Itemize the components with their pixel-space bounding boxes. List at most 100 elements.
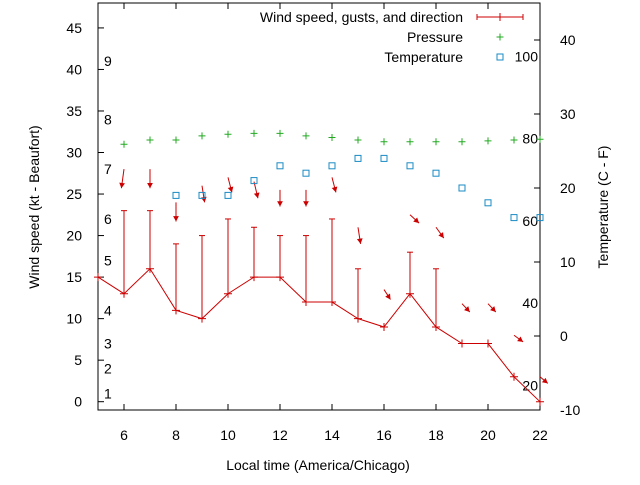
y-right-tick-label: 20 bbox=[560, 180, 576, 196]
beaufort-label: 8 bbox=[104, 111, 112, 127]
fahrenheit-label: 80 bbox=[522, 131, 538, 147]
temperature-point bbox=[536, 214, 544, 222]
x-tick-label: 10 bbox=[220, 427, 236, 443]
x-axis-label: Local time (America/Chicago) bbox=[226, 457, 410, 473]
pressure-point bbox=[536, 135, 544, 143]
x-tick-label: 8 bbox=[172, 427, 180, 443]
y-right-tick-label: 0 bbox=[560, 328, 568, 344]
pressure-point bbox=[276, 129, 284, 137]
y-right-tick-label: -10 bbox=[560, 402, 580, 418]
wind-direction-arrowhead bbox=[277, 201, 283, 207]
x-tick-label: 22 bbox=[532, 427, 548, 443]
x-tick-label: 16 bbox=[376, 427, 392, 443]
y-left-tick-label: 5 bbox=[74, 352, 82, 368]
plot-frame bbox=[97, 2, 541, 411]
y-left-tick-label: 45 bbox=[66, 20, 82, 36]
pressure-point bbox=[354, 136, 362, 144]
y-right-tick-label: 10 bbox=[560, 254, 576, 270]
pressure-point bbox=[432, 138, 440, 146]
wind-speed-point bbox=[510, 372, 518, 381]
wind-direction-arrowhead bbox=[147, 182, 153, 189]
wind-direction-arrowhead bbox=[173, 216, 179, 222]
pressure-point bbox=[198, 132, 206, 140]
fahrenheit-label: 20 bbox=[522, 377, 538, 393]
wind-direction-arrowhead bbox=[490, 306, 496, 312]
wind-direction-arrowhead bbox=[253, 192, 260, 199]
y-right-tick-label: 30 bbox=[560, 106, 576, 122]
pressure-point bbox=[302, 132, 310, 140]
y-left-tick-label: 10 bbox=[66, 311, 82, 327]
fahrenheit-label: 40 bbox=[522, 295, 538, 311]
temperature-point bbox=[510, 214, 518, 222]
wind-direction-arrowhead bbox=[438, 232, 444, 239]
wind-speed-point bbox=[484, 339, 492, 348]
fahrenheit-label: 100 bbox=[515, 48, 539, 64]
temperature-point bbox=[198, 191, 206, 199]
beaufort-label: 5 bbox=[104, 252, 112, 268]
temperature-point bbox=[328, 162, 336, 170]
pressure-point bbox=[328, 134, 336, 142]
x-tick-label: 14 bbox=[324, 427, 340, 443]
pressure-point bbox=[406, 138, 414, 146]
legend-label: Wind speed, gusts, and direction bbox=[260, 9, 463, 25]
x-tick-label: 12 bbox=[272, 427, 288, 443]
y-left-tick-label: 30 bbox=[66, 145, 82, 161]
temperature-point bbox=[406, 162, 414, 170]
y-left-tick-label: 20 bbox=[66, 228, 82, 244]
temperature-point bbox=[172, 191, 180, 199]
wind-direction-arrowhead bbox=[541, 377, 548, 384]
wind-direction-arrowhead bbox=[227, 186, 234, 193]
wind-direction-arrowhead bbox=[385, 293, 391, 300]
x-tick-label: 6 bbox=[120, 427, 128, 443]
beaufort-label: 3 bbox=[104, 336, 112, 352]
wind-speed-point bbox=[536, 397, 544, 406]
legend-pressure-marker bbox=[496, 33, 504, 41]
y-left-tick-label: 15 bbox=[66, 269, 82, 285]
x-tick-label: 20 bbox=[480, 427, 496, 443]
beaufort-label: 7 bbox=[104, 161, 112, 177]
temperature-point bbox=[250, 177, 258, 185]
wind-direction-arrowhead bbox=[413, 217, 420, 224]
pressure-point bbox=[146, 136, 154, 144]
beaufort-label: 2 bbox=[104, 360, 112, 376]
wind-direction-arrowhead bbox=[200, 196, 207, 203]
pressure-point bbox=[484, 137, 492, 145]
temperature-point bbox=[484, 199, 492, 207]
y-left-tick-label: 25 bbox=[66, 186, 82, 202]
y-axis-right-label: Temperature (C - F) bbox=[595, 146, 611, 269]
pressure-point bbox=[458, 138, 466, 146]
temperature-point bbox=[458, 184, 466, 192]
fahrenheit-label: 60 bbox=[522, 213, 538, 229]
wind-speed-point bbox=[458, 339, 466, 348]
wind-direction-arrowhead bbox=[331, 186, 338, 193]
pressure-point bbox=[172, 136, 180, 144]
legend-temperature-marker bbox=[496, 53, 504, 61]
pressure-point bbox=[224, 130, 232, 138]
beaufort-label: 6 bbox=[104, 211, 112, 227]
wind-direction-arrowhead bbox=[303, 201, 309, 207]
legend-label: Temperature bbox=[384, 49, 463, 65]
wind-direction-arrowhead bbox=[517, 336, 524, 342]
legend-wind-marker bbox=[496, 13, 504, 21]
wind-direction-arrowhead bbox=[356, 238, 363, 244]
temperature-point bbox=[380, 154, 388, 162]
y-left-tick-label: 40 bbox=[66, 61, 82, 77]
temperature-point bbox=[354, 154, 362, 162]
x-tick-label: 18 bbox=[428, 427, 444, 443]
wind-direction-arrowhead bbox=[464, 306, 470, 312]
temperature-point bbox=[302, 169, 310, 177]
y-axis-left-label: Wind speed (kt - Beaufort) bbox=[26, 125, 42, 288]
legend-label: Pressure bbox=[407, 29, 463, 45]
pressure-point bbox=[250, 129, 258, 137]
wind-direction-arrowhead bbox=[119, 182, 125, 189]
pressure-point bbox=[380, 138, 388, 146]
beaufort-label: 9 bbox=[104, 53, 112, 69]
beaufort-label: 4 bbox=[104, 302, 112, 318]
y-left-tick-label: 0 bbox=[74, 394, 82, 410]
wind-speed-point bbox=[380, 322, 388, 331]
temperature-point bbox=[432, 169, 440, 177]
temperature-point bbox=[276, 162, 284, 170]
y-right-tick-label: 40 bbox=[560, 32, 576, 48]
